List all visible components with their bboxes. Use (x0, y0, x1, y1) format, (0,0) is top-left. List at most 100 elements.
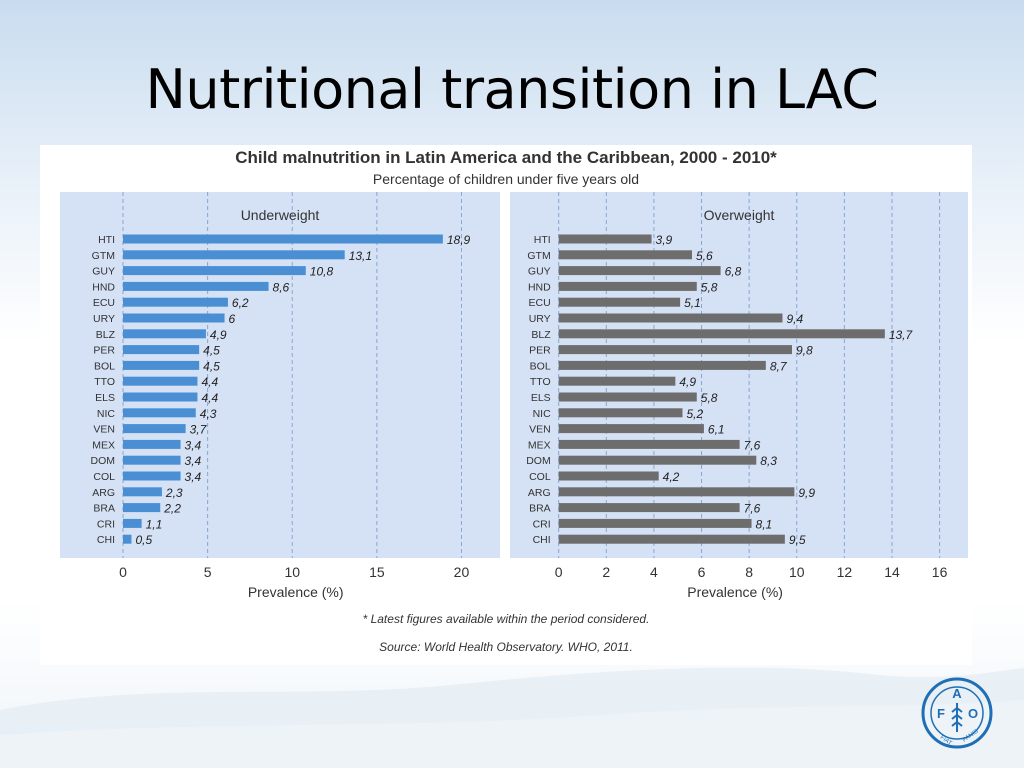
overweight-data-label: 6,8 (725, 265, 742, 279)
underweight-bar (123, 313, 225, 323)
svg-text:O: O (968, 706, 978, 721)
underweight-category-label: HND (92, 281, 115, 293)
underweight-data-label: 4,4 (201, 391, 218, 405)
underweight-data-label: 0,5 (135, 533, 152, 547)
underweight-category-label: BLZ (96, 329, 116, 341)
underweight-bar (123, 234, 443, 244)
overweight-data-label: 9,5 (789, 533, 806, 547)
underweight-category-label: ELS (95, 392, 115, 404)
overweight-category-label: MEX (528, 439, 551, 451)
overweight-data-label: 9,9 (798, 486, 815, 500)
underweight-bar (123, 250, 345, 260)
underweight-data-label: 6,2 (232, 296, 249, 310)
underweight-bar (123, 281, 269, 291)
underweight-category-label: BRA (93, 503, 115, 515)
svg-text:F: F (937, 706, 945, 721)
underweight-category-label: VEN (93, 424, 115, 436)
figure-subtitle: Percentage of children under five years … (372, 171, 640, 187)
overweight-bar (558, 345, 792, 355)
overweight-bar (558, 518, 752, 528)
overweight-tick-label: 12 (837, 564, 853, 580)
underweight-data-label: 4,5 (203, 359, 220, 373)
overweight-data-label: 5,8 (701, 280, 718, 294)
underweight-bar (123, 345, 200, 355)
overweight-bar (558, 313, 783, 323)
overweight-data-label: 8,7 (770, 359, 788, 373)
overweight-category-label: ELS (531, 392, 551, 404)
overweight-tick-label: 14 (884, 564, 900, 580)
underweight-bar (123, 471, 181, 481)
overweight-bar (558, 455, 757, 465)
underweight-category-label: URY (93, 313, 115, 325)
underweight-category-label: COL (93, 471, 115, 483)
overweight-tick-label: 8 (745, 564, 753, 580)
underweight-data-label: 10,8 (310, 265, 334, 279)
overweight-bar (558, 534, 785, 544)
underweight-bar (123, 408, 196, 418)
overweight-bar (558, 471, 659, 481)
overweight-axis-label: Prevalence (%) (687, 584, 783, 600)
overweight-bar (558, 266, 721, 276)
overweight-category-label: VEN (529, 424, 551, 436)
overweight-category-label: GTM (527, 250, 550, 262)
underweight-bar (123, 424, 186, 434)
underweight-category-label: DOM (91, 455, 116, 467)
underweight-category-label: GTM (92, 250, 115, 262)
overweight-bar (558, 439, 740, 449)
svg-text:A: A (952, 686, 962, 701)
underweight-data-label: 2,2 (163, 502, 181, 516)
underweight-bar (123, 266, 306, 276)
overweight-data-label: 6,1 (708, 423, 725, 437)
overweight-data-label: 5,2 (686, 407, 703, 421)
chart-figure: 0 5 10 15 20 Underweight Prevalence (%) HTI 18,9… (40, 145, 972, 665)
overweight-bar (558, 487, 795, 497)
overweight-category-label: URY (529, 313, 551, 325)
overweight-category-label: CHI (533, 534, 551, 546)
underweight-bar (123, 518, 142, 528)
overweight-tick-label: 16 (932, 564, 948, 580)
overweight-bar (558, 503, 740, 513)
overweight-category-label: DOM (526, 455, 551, 467)
underweight-category-label: ARG (92, 487, 115, 499)
overweight-data-label: 4,2 (663, 470, 680, 484)
underweight-data-label: 3,4 (185, 470, 202, 484)
overweight-data-label: 9,4 (786, 312, 803, 326)
underweight-data-label: 4,4 (201, 375, 218, 389)
overweight-panel-title: Overweight (704, 207, 775, 223)
slide-title: Nutritional transition in LAC (145, 58, 879, 121)
underweight-tick-label: 20 (454, 564, 470, 580)
underweight-category-label: PER (93, 345, 115, 357)
underweight-data-label: 3,4 (185, 438, 202, 452)
underweight-data-label: 6 (229, 312, 236, 326)
overweight-category-label: COL (529, 471, 551, 483)
underweight-bar (123, 376, 198, 386)
underweight-bar (123, 503, 161, 513)
underweight-category-label: BOL (94, 360, 115, 372)
overweight-tick-label: 4 (650, 564, 658, 580)
underweight-tick-label: 10 (284, 564, 300, 580)
underweight-bar (123, 329, 206, 339)
underweight-category-label: GUY (92, 266, 115, 278)
overweight-data-label: 5,6 (696, 249, 713, 263)
underweight-bar (123, 439, 181, 449)
underweight-data-label: 3,7 (190, 423, 208, 437)
overweight-bar (558, 250, 693, 260)
overweight-data-label: 7,6 (744, 438, 761, 452)
figure-source: Source: World Health Observatory. WHO, 2… (379, 640, 633, 654)
overweight-bar (558, 281, 697, 291)
background-hills (0, 667, 1024, 768)
overweight-tick-label: 6 (698, 564, 706, 580)
underweight-axis-label: Prevalence (%) (248, 584, 344, 600)
overweight-category-label: BRA (529, 503, 551, 515)
overweight-tick-label: 10 (789, 564, 805, 580)
overweight-data-label: 7,6 (744, 502, 761, 516)
overweight-category-label: ARG (528, 487, 551, 499)
overweight-bar (558, 234, 652, 244)
underweight-panel-title: Underweight (241, 207, 320, 223)
underweight-category-label: TTO (94, 376, 115, 388)
overweight-category-label: HTI (534, 234, 551, 246)
underweight-tick-label: 15 (369, 564, 385, 580)
underweight-category-label: MEX (92, 439, 115, 451)
overweight-data-label: 4,9 (679, 375, 696, 389)
underweight-category-label: CHI (97, 534, 115, 546)
